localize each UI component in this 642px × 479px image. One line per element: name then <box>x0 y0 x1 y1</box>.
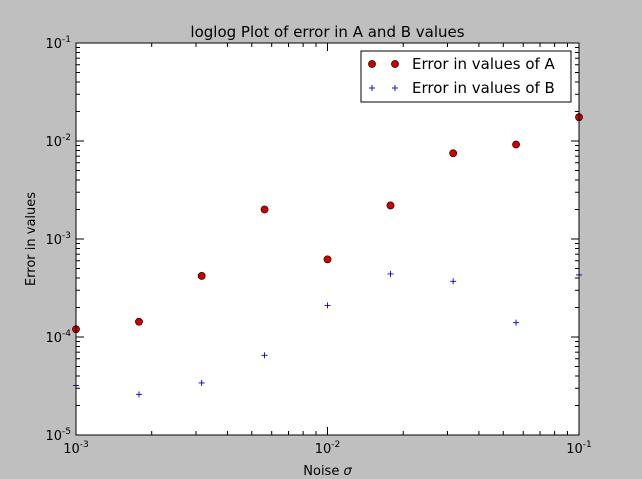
plot-area <box>76 43 579 435</box>
point-error-b <box>450 278 457 285</box>
axis-ticks: 10-3 10-2 10-1 10-5 10-4 10-3 10-2 10-1 <box>45 35 591 457</box>
point-error-a <box>323 255 332 264</box>
x-axis-label-text: Noise <box>303 464 339 479</box>
plot-frame <box>75 42 580 436</box>
x-tick-label: 10-1 <box>566 440 592 457</box>
point-error-b <box>387 270 394 277</box>
y-tick-label: 10-5 <box>45 427 71 444</box>
x-tick-label: 10-3 <box>63 440 89 457</box>
legend-label: Error in values of B <box>412 79 555 97</box>
legend-marker-b <box>392 85 398 91</box>
legend-marker-a <box>391 60 399 68</box>
y-tick-label: 10-1 <box>45 35 71 52</box>
point-error-a <box>260 205 269 214</box>
y-axis-label: Error in values <box>24 192 39 286</box>
point-error-a <box>449 149 458 158</box>
legend-marker-a <box>368 60 376 68</box>
point-error-b <box>135 391 142 398</box>
x-axis-label-symbol: σ <box>343 464 352 479</box>
point-error-a <box>197 272 206 280</box>
y-tick-label: 10-4 <box>45 329 71 346</box>
point-error-b <box>198 379 205 386</box>
point-error-b <box>324 302 331 309</box>
legend-label: Error in values of A <box>412 55 556 73</box>
point-error-a <box>386 201 395 210</box>
y-tick-label: 10-3 <box>45 231 71 248</box>
point-error-b <box>261 352 268 359</box>
y-tick-label: 10-2 <box>45 133 71 150</box>
x-tick-label: 10-2 <box>315 440 341 457</box>
legend: Error in values of A Error in values of B <box>360 50 572 103</box>
legend-marker-b <box>369 85 375 91</box>
point-error-a <box>512 140 520 149</box>
x-axis-label: Noise σ <box>303 464 352 479</box>
point-error-a <box>135 317 143 326</box>
point-error-b <box>513 319 520 326</box>
legend-box <box>360 50 572 103</box>
chart-title: loglog Plot of error in A and B values <box>190 23 464 41</box>
data-points <box>72 113 583 398</box>
